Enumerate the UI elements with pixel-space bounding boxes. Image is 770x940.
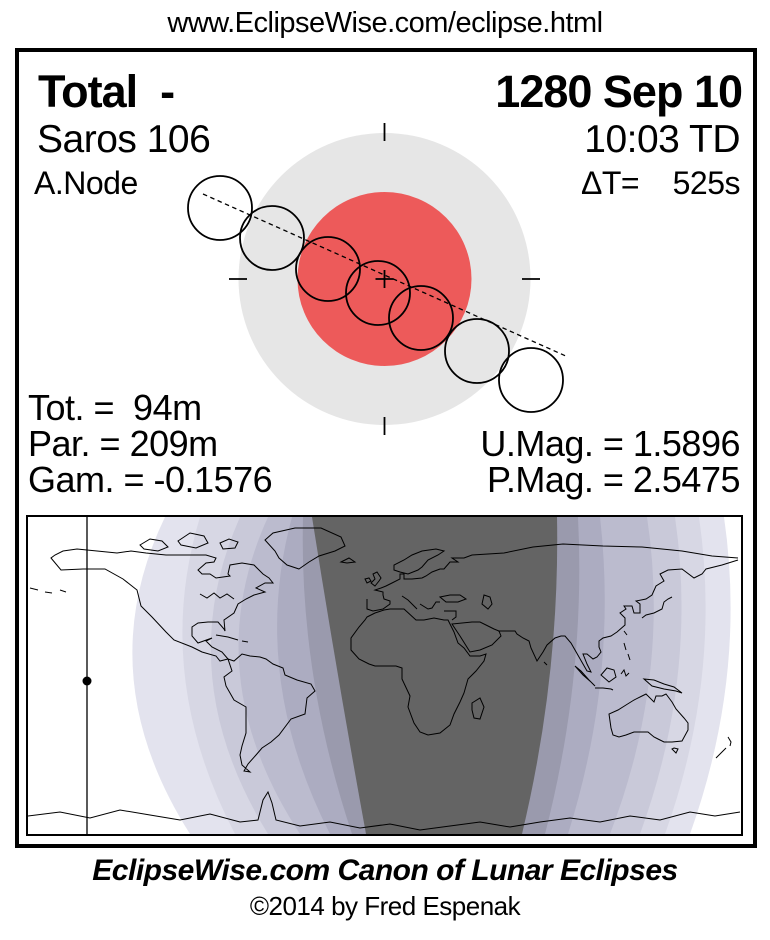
taiwan-philippines xyxy=(543,630,631,666)
iceland xyxy=(339,557,357,564)
madagascar xyxy=(471,697,485,720)
caspian-sea xyxy=(481,594,493,610)
indonesia xyxy=(574,665,683,694)
moon-circle xyxy=(187,175,253,241)
eclipse-diagram xyxy=(187,123,569,435)
moon-circle xyxy=(239,205,305,271)
coastline-australia xyxy=(608,693,689,743)
mediterranean-coast xyxy=(401,595,457,621)
ecliptic-dashed-line xyxy=(202,193,569,358)
moon-circle xyxy=(498,347,564,413)
moon-circle xyxy=(295,236,361,302)
coastline-south-america xyxy=(223,653,316,773)
tasmania-new-zealand xyxy=(671,736,732,759)
arctic-islands xyxy=(139,532,239,552)
coastline-antarctica xyxy=(28,790,741,831)
visibility-map xyxy=(28,517,741,834)
moon-circle xyxy=(388,285,454,351)
black-sea xyxy=(438,594,468,603)
caribbean-islands xyxy=(215,634,249,643)
coastline-greenland xyxy=(264,527,346,570)
coastline-scandinavia xyxy=(393,548,446,575)
british-isles xyxy=(364,571,382,587)
moon-path-circles xyxy=(187,175,564,413)
coastline-europe xyxy=(366,543,739,612)
map-border-box xyxy=(26,515,743,836)
aleutian-islands xyxy=(29,587,67,594)
coastline-asia xyxy=(498,559,739,673)
moon-circle xyxy=(345,260,411,326)
coastline-africa xyxy=(350,608,487,736)
moon-circle xyxy=(444,318,510,384)
coastline-arabia xyxy=(451,621,502,653)
figure-border-box xyxy=(15,48,757,848)
visibility-band-eclipse-entire xyxy=(312,517,558,834)
coastline-north-america xyxy=(50,548,275,662)
great-lakes xyxy=(199,592,235,600)
center-cross xyxy=(375,270,394,288)
sublunar-point-marker xyxy=(82,676,92,686)
japan xyxy=(641,596,673,619)
